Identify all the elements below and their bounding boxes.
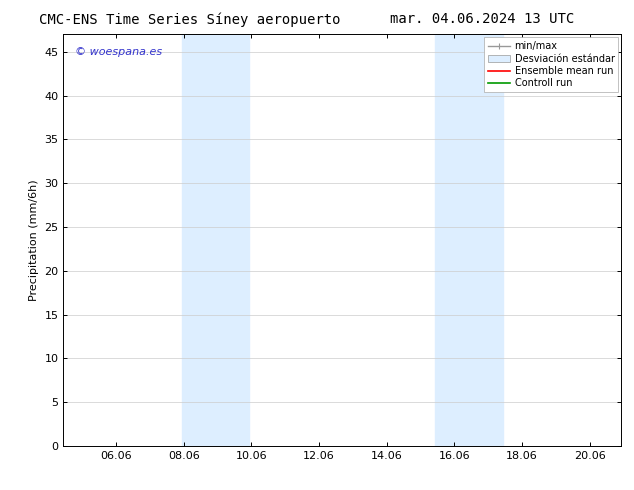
- Bar: [436, 34, 503, 446]
- Text: © woespana.es: © woespana.es: [75, 47, 162, 57]
- Legend: min/max, Desviación estándar, Ensemble mean run, Controll run: min/max, Desviación estándar, Ensemble m…: [484, 37, 618, 92]
- Text: mar. 04.06.2024 13 UTC: mar. 04.06.2024 13 UTC: [390, 12, 574, 26]
- Y-axis label: Precipitation (mm/6h): Precipitation (mm/6h): [29, 179, 39, 301]
- Bar: [182, 34, 249, 446]
- Text: CMC-ENS Time Series Síney aeropuerto: CMC-ENS Time Series Síney aeropuerto: [39, 12, 341, 27]
